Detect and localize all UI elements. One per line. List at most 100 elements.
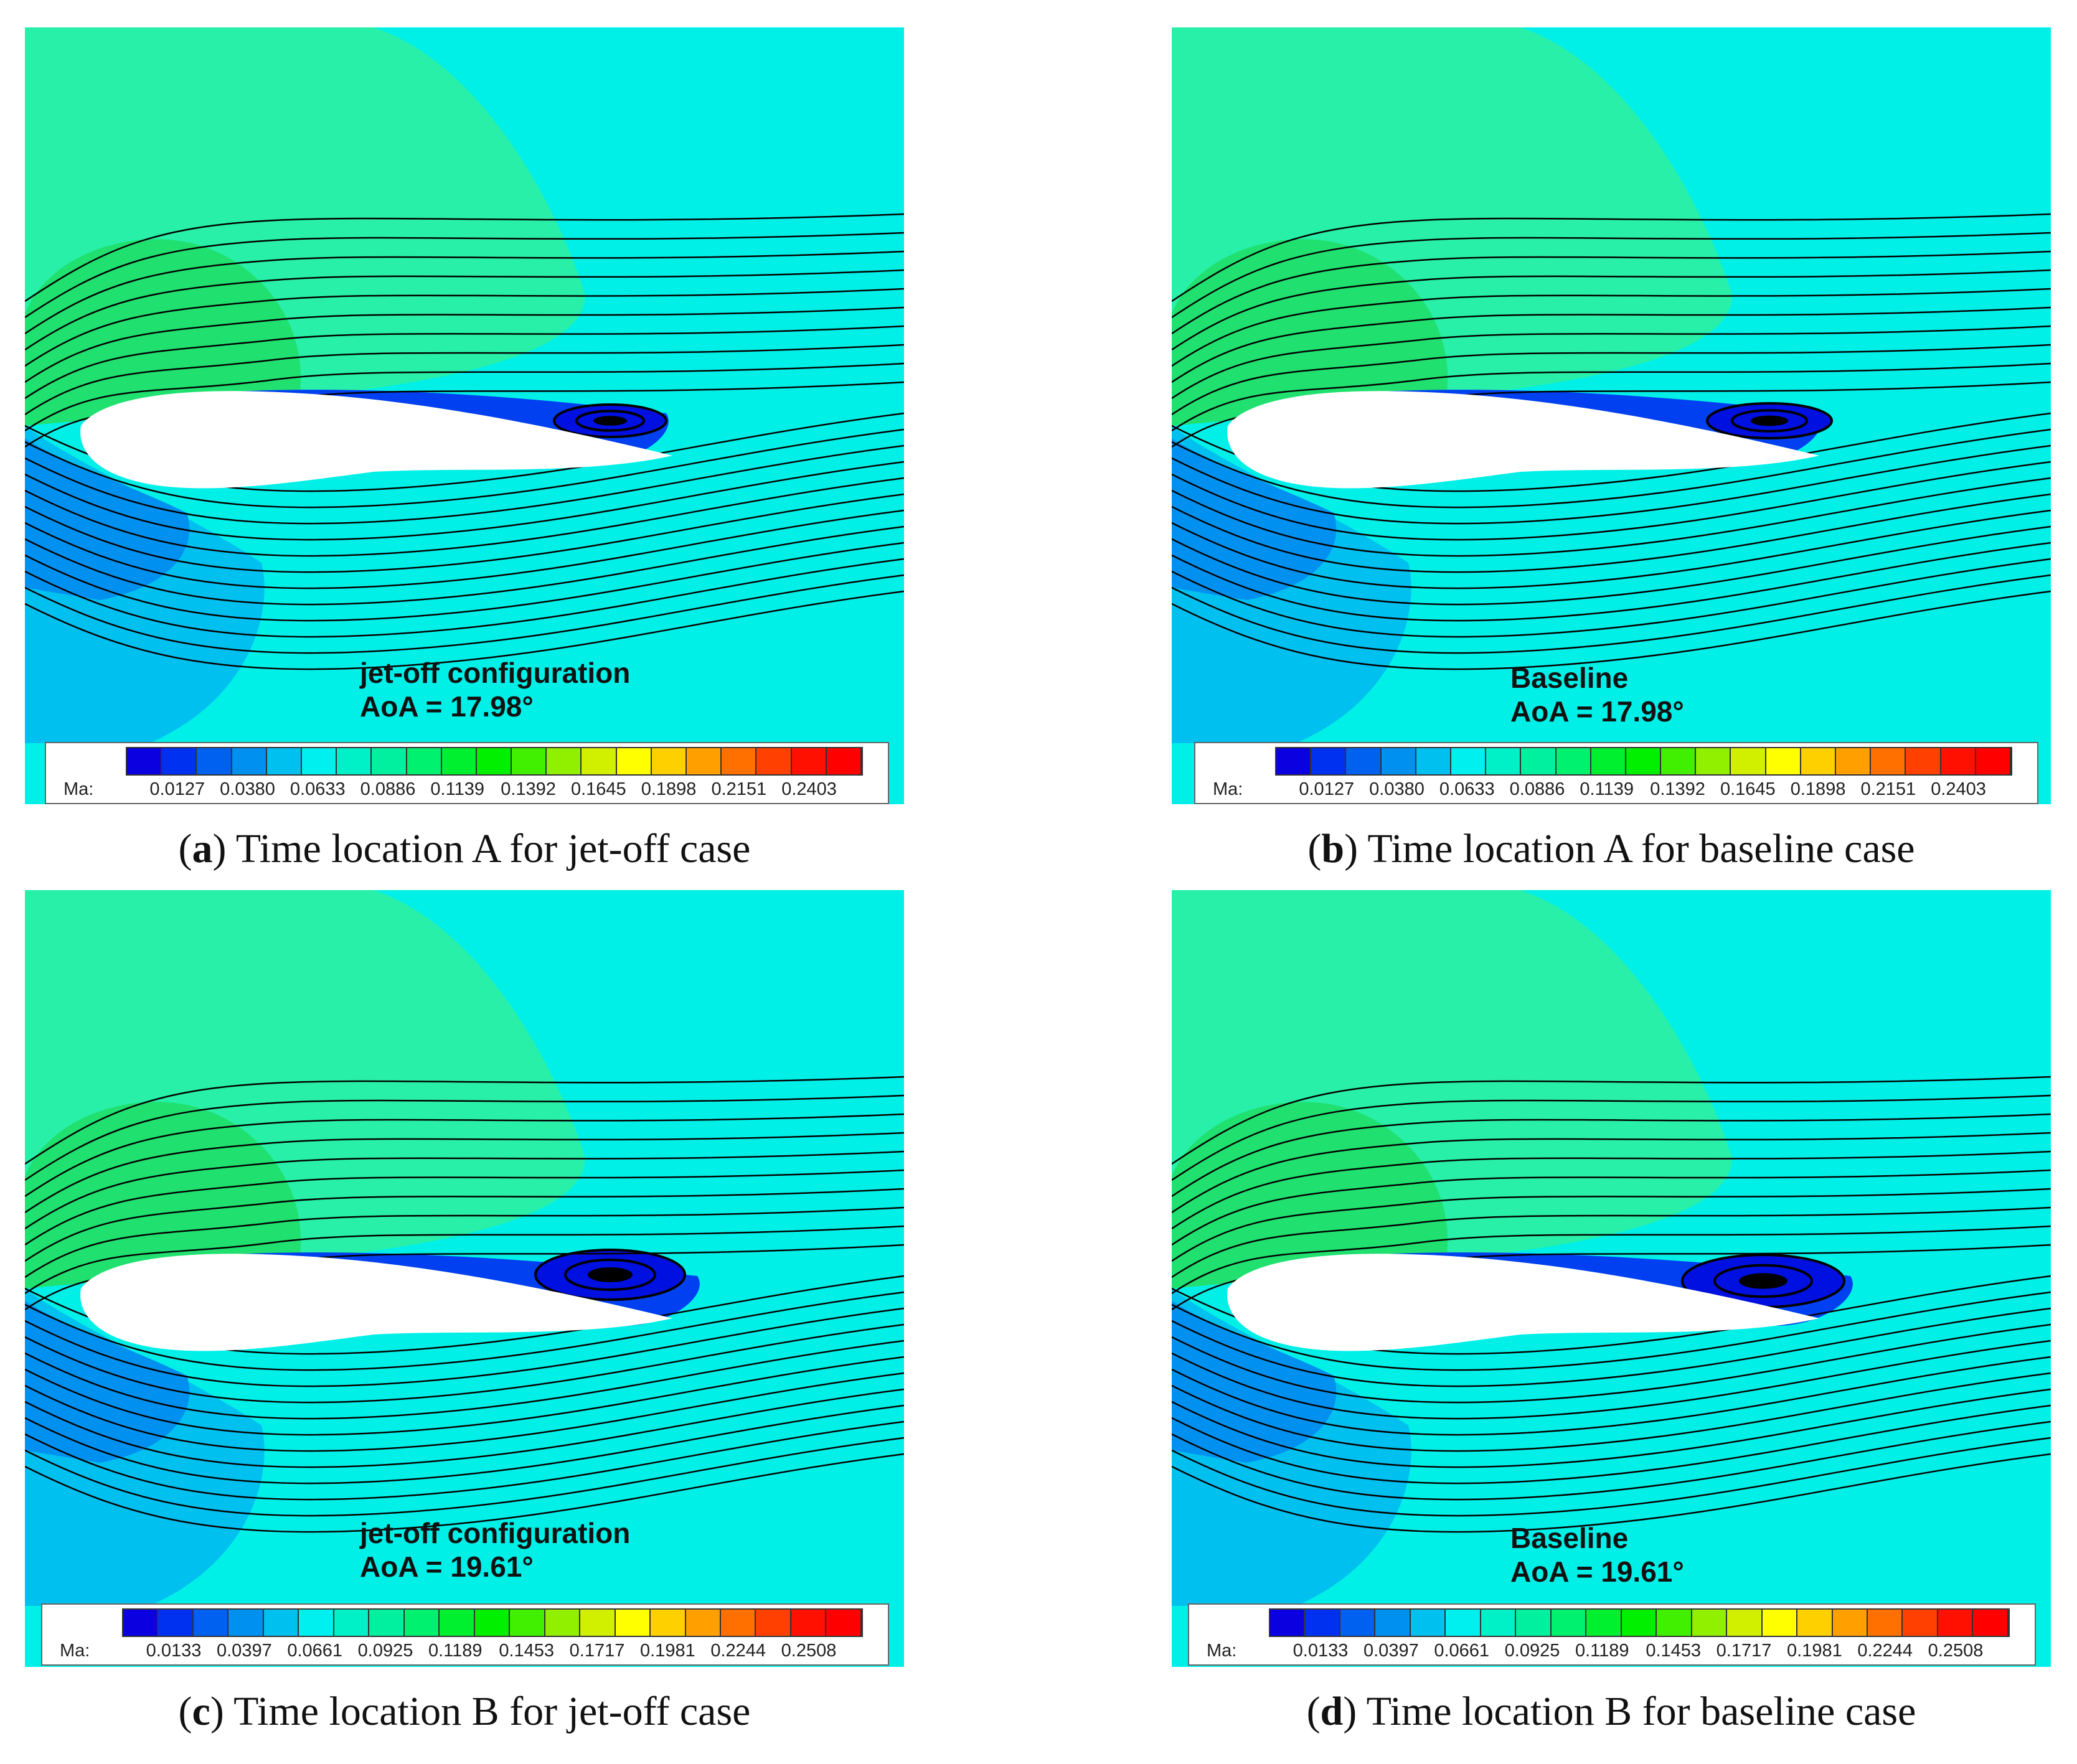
streamline xyxy=(25,306,904,383)
leading-edge-high-speed-region xyxy=(25,239,301,426)
caption-d: (d) Time location B for baseline case xyxy=(1306,1689,1916,1734)
colorbar-swatch xyxy=(1516,1610,1552,1636)
config-label: Baseline xyxy=(1510,1522,1629,1554)
streamline xyxy=(25,1150,904,1230)
colorbar-swatch xyxy=(1661,748,1697,774)
streamline xyxy=(25,590,904,670)
streamline xyxy=(25,444,904,525)
legend-tick-label: 0.0397 xyxy=(217,1641,272,1661)
streamline xyxy=(25,288,904,367)
streamline xyxy=(25,269,904,351)
colorbar-swatch xyxy=(1521,748,1557,774)
streamline xyxy=(25,509,904,589)
legend-tick-label: 0.2508 xyxy=(1928,1641,1984,1661)
colorbar-swatch xyxy=(1657,1610,1692,1636)
mach-contour-field xyxy=(1172,890,2051,1667)
streamline xyxy=(1172,1339,2051,1420)
legend-tick-label: 0.1453 xyxy=(1646,1641,1702,1661)
legend-prefix: Ma: xyxy=(60,1641,90,1661)
streamline xyxy=(25,1356,904,1436)
streamline xyxy=(1172,250,2051,335)
colorbar-swatch xyxy=(337,748,372,774)
streamline xyxy=(1172,344,2051,416)
legend-tick-label: 0.1139 xyxy=(430,779,484,799)
streamline xyxy=(25,1132,904,1214)
streamline xyxy=(1172,590,2051,670)
mach-contour-field xyxy=(1172,27,2051,804)
legend-tick-label: 0.0661 xyxy=(287,1641,343,1661)
streamline xyxy=(25,1437,904,1517)
streamline xyxy=(1172,213,2051,303)
streamline xyxy=(25,477,904,557)
streamline xyxy=(25,1169,904,1246)
caption-letter: a xyxy=(192,826,213,871)
legend-tick-label: 0.2403 xyxy=(1931,779,1986,799)
colorbar-swatch xyxy=(372,748,407,774)
vortex-center xyxy=(1739,1273,1787,1289)
legend-tick-label: 0.0380 xyxy=(220,779,275,799)
colorbar-swatch xyxy=(1871,748,1906,774)
streamline xyxy=(1172,1356,2051,1436)
legend-prefix: Ma: xyxy=(1213,779,1243,799)
colorbar-swatch xyxy=(1551,1610,1587,1636)
colorbar-swatch xyxy=(1626,748,1662,774)
stagnation-region xyxy=(25,438,190,600)
legend-tick-label: 0.0886 xyxy=(360,779,416,799)
colorbar-swatch xyxy=(616,748,652,774)
legend-tick-label: 0.1189 xyxy=(1575,1641,1629,1661)
colorbar-swatch xyxy=(685,1610,721,1636)
caption-text: Time location A for baseline case xyxy=(1367,826,1915,871)
legend-tick-label: 0.0127 xyxy=(1299,779,1355,799)
colorbar-swatch xyxy=(1416,748,1451,774)
colorbar-swatch xyxy=(1276,748,1312,774)
legend-tick-label: 0.0397 xyxy=(1363,1641,1419,1661)
vortex-ring xyxy=(1713,1264,1813,1298)
contour-panel-c: jet-off configuration AoA = 19.61° Ma: 0.… xyxy=(25,890,904,1667)
contour-panel-b: Baseline AoA = 17.98° Ma: 0.0127 0.0380 0.0… xyxy=(1172,27,2051,804)
colorbar-swatch xyxy=(193,1610,229,1636)
legend-tick-label: 0.2508 xyxy=(781,1641,837,1661)
caption-letter: b xyxy=(1321,826,1345,871)
streamline xyxy=(25,1188,904,1262)
colorbar-swatch xyxy=(687,748,722,774)
colorbar-swatch xyxy=(722,748,757,774)
colorbar-swatch xyxy=(1305,1610,1340,1636)
colorbar-legend: Ma: 0.0127 0.0380 0.0633 0.0886 0.1139 0.1392 0… xyxy=(1194,742,2038,804)
streamline xyxy=(25,574,904,654)
streamline xyxy=(1172,288,2051,367)
streamline xyxy=(1172,558,2051,638)
legend-prefix: Ma: xyxy=(64,779,94,799)
caption-b: (b) Time location A for baseline case xyxy=(1307,826,1915,871)
vortex-center xyxy=(588,1267,633,1282)
colorbar-swatch xyxy=(1481,1610,1517,1636)
airfoil xyxy=(80,1254,673,1351)
legend-tick-label: 0.0133 xyxy=(146,1641,202,1661)
colorbar-swatch xyxy=(826,1610,862,1636)
legend-tick-label: 0.1139 xyxy=(1580,779,1634,799)
streamline xyxy=(1172,269,2051,351)
streamline xyxy=(25,493,904,573)
colorbar-swatch xyxy=(1731,748,1766,774)
annotation: Baseline AoA = 19.61° xyxy=(1510,1521,1684,1588)
streamline xyxy=(25,1225,904,1295)
streamline xyxy=(1172,1323,2051,1404)
colorbar-swatch xyxy=(404,1610,440,1636)
legend-tick-label: 0.1392 xyxy=(501,779,556,799)
colorbar-swatch xyxy=(1270,1610,1306,1636)
colorbar-swatch xyxy=(1375,1610,1411,1636)
colorbar-swatch xyxy=(1941,748,1976,774)
caption-c: (c) Time location B for jet-off case xyxy=(178,1689,751,1734)
colorbar-swatch xyxy=(1486,748,1522,774)
caption-text: Time location B for jet-off case xyxy=(233,1689,751,1734)
legend-tick-label: 0.2244 xyxy=(1857,1641,1913,1661)
colorbar-legend: Ma: 0.0133 0.0397 0.0661 0.0925 0.1189 0.1453 0… xyxy=(1188,1603,2036,1666)
streamline xyxy=(25,1291,904,1371)
colorbar-swatch xyxy=(615,1610,651,1636)
streamline xyxy=(25,250,904,335)
legend-prefix: Ma: xyxy=(1207,1641,1237,1661)
stagnation-region xyxy=(1172,438,1337,600)
colorbar-swatch xyxy=(1556,748,1591,774)
colorbar-swatch xyxy=(301,748,337,774)
airfoil xyxy=(1227,391,1819,489)
colorbar-swatch xyxy=(826,748,862,774)
